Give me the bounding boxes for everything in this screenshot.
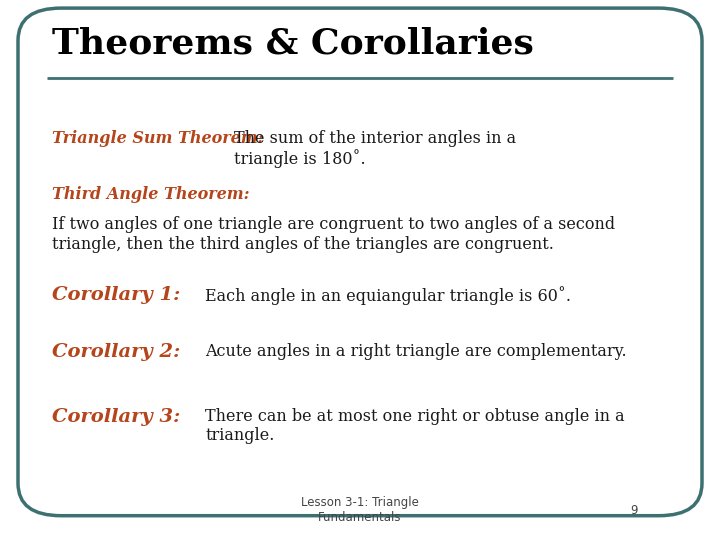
Text: Theorems & Corollaries: Theorems & Corollaries xyxy=(52,26,534,60)
Text: 9: 9 xyxy=(630,504,637,517)
Text: There can be at most one right or obtuse angle in a
triangle.: There can be at most one right or obtuse… xyxy=(205,408,625,444)
Text: Lesson 3-1: Triangle
Fundamentals: Lesson 3-1: Triangle Fundamentals xyxy=(301,496,419,524)
Text: Acute angles in a right triangle are complementary.: Acute angles in a right triangle are com… xyxy=(205,343,627,360)
Text: Corollary 3:: Corollary 3: xyxy=(52,408,180,426)
Text: Each angle in an equiangular triangle is 60˚.: Each angle in an equiangular triangle is… xyxy=(205,286,571,305)
Text: The sum of the interior angles in a
triangle is 180˚.: The sum of the interior angles in a tria… xyxy=(234,130,516,168)
Text: Corollary 1:: Corollary 1: xyxy=(52,286,180,304)
Text: Corollary 2:: Corollary 2: xyxy=(52,343,180,361)
Text: Third Angle Theorem:: Third Angle Theorem: xyxy=(52,186,249,203)
FancyBboxPatch shape xyxy=(18,8,702,516)
Text: If two angles of one triangle are congruent to two angles of a second
triangle, : If two angles of one triangle are congru… xyxy=(52,216,615,253)
Text: Triangle Sum Theorem:: Triangle Sum Theorem: xyxy=(52,130,264,146)
